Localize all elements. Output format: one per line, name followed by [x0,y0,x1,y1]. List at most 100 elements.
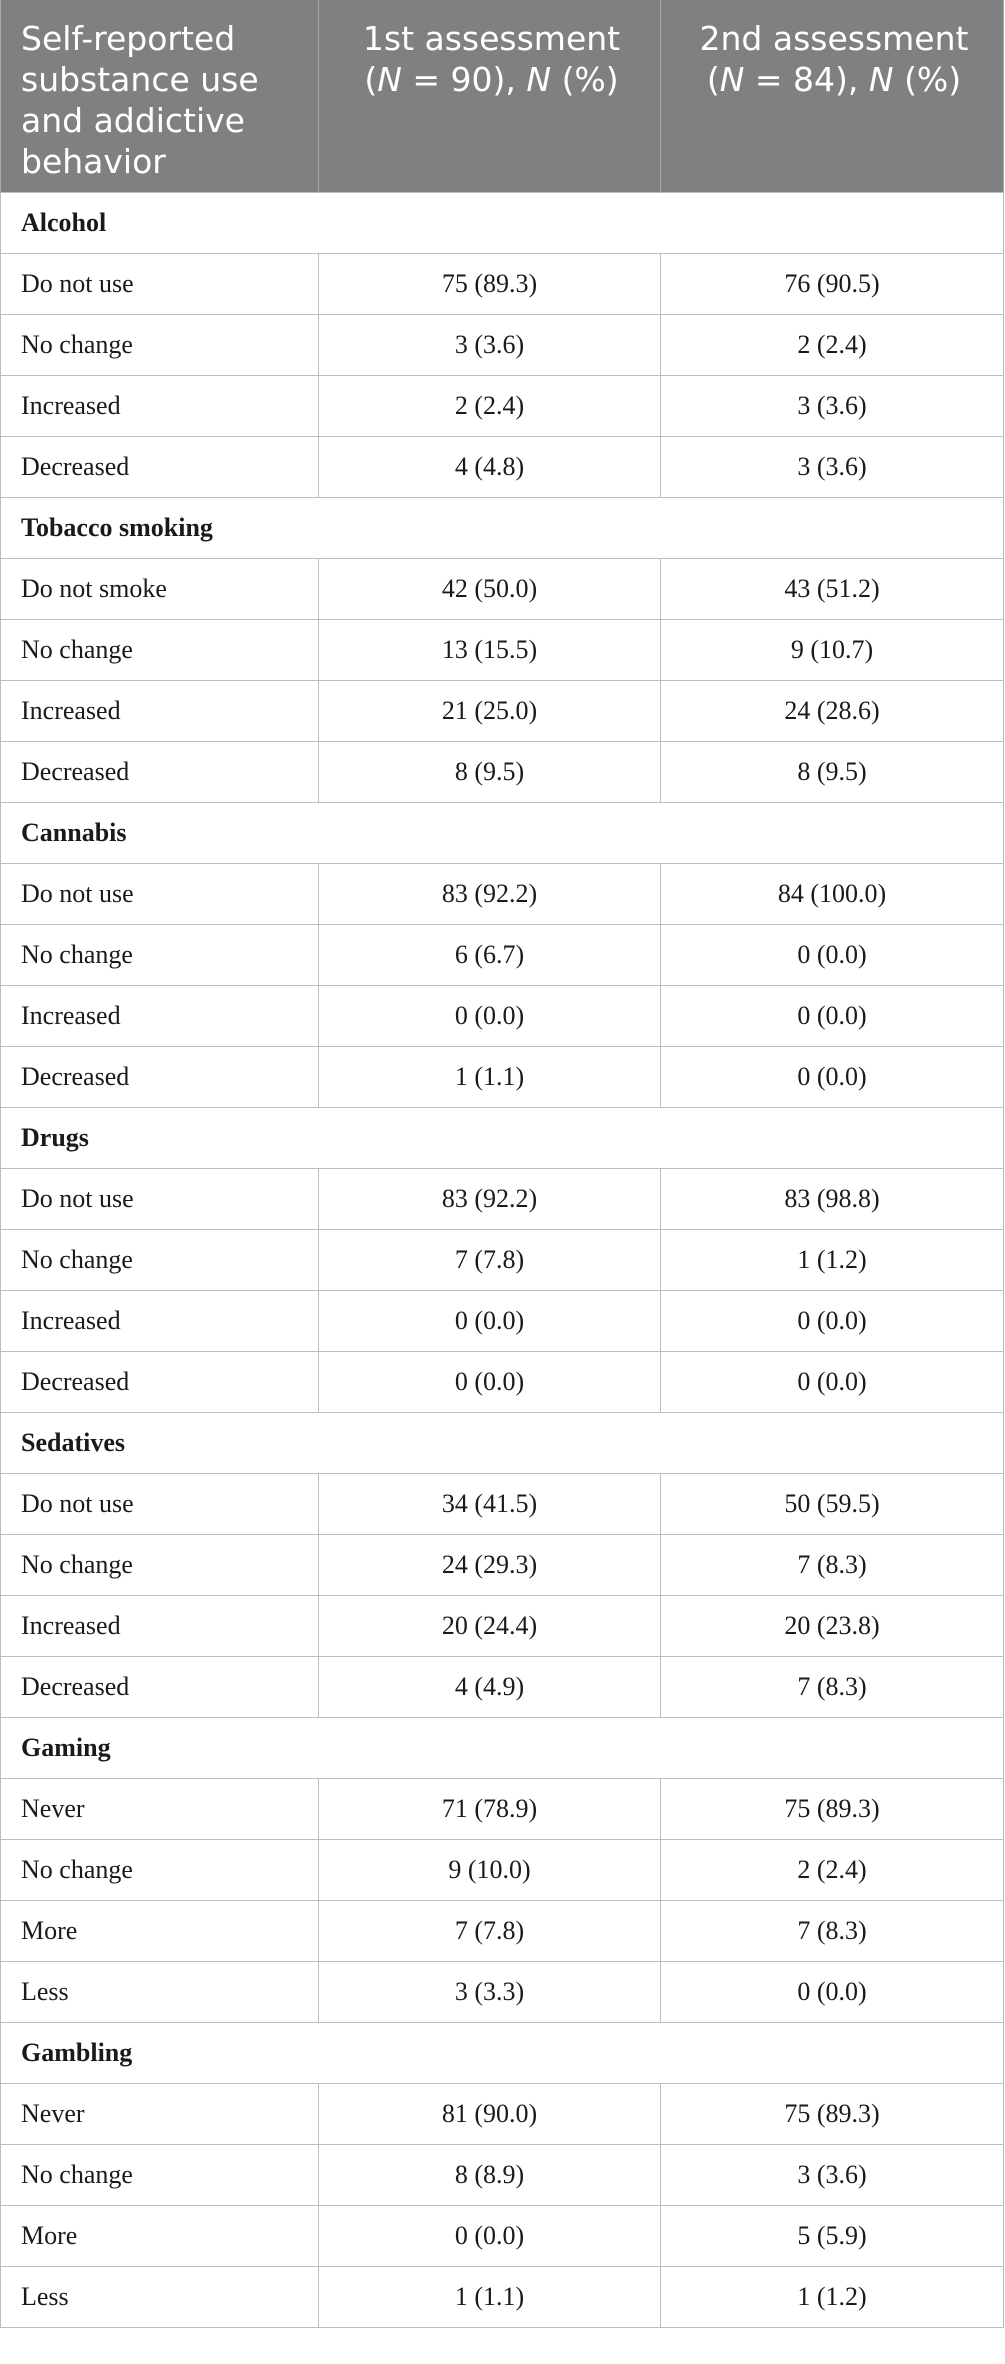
row-label: More [0,2205,319,2267]
second-assessment-value: 76 (90.5) [660,253,1004,315]
table-row: Do not use 83 (92.2) 84 (100.0) [0,863,1004,925]
row-label: Decreased [0,1656,319,1718]
second-assessment-value: 0 (0.0) [660,924,1004,986]
first-assessment-value: 81 (90.0) [318,2083,661,2145]
table-row: Decreased 1 (1.1) 0 (0.0) [0,1046,1004,1108]
second-assessment-value: 0 (0.0) [660,985,1004,1047]
section-row: Cannabis [0,802,1004,864]
header-variable: Self-reported substance use and addictiv… [0,0,319,193]
second-assessment-value: 75 (89.3) [660,1778,1004,1840]
table-row: No change 3 (3.6) 2 (2.4) [0,314,1004,376]
first-assessment-value: 71 (78.9) [318,1778,661,1840]
table-row: Less 3 (3.3) 0 (0.0) [0,1961,1004,2023]
row-label: Do not use [0,1473,319,1535]
second-assessment-value: 83 (98.8) [660,1168,1004,1230]
row-label: Do not smoke [0,558,319,620]
table-row: Do not use 75 (89.3) 76 (90.5) [0,253,1004,315]
first-assessment-value: 0 (0.0) [318,1351,661,1413]
row-label: Increased [0,1290,319,1352]
header-variable-text: Self-reported substance use and addictiv… [21,19,259,181]
first-assessment-value: 83 (92.2) [318,1168,661,1230]
second-assessment-value: 24 (28.6) [660,680,1004,742]
section-title: Gaming [0,1717,1004,1779]
first-assessment-value: 6 (6.7) [318,924,661,986]
table-header: Self-reported substance use and addictiv… [0,0,1004,193]
table-row: More 7 (7.8) 7 (8.3) [0,1900,1004,1962]
table-row: No change 13 (15.5) 9 (10.7) [0,619,1004,681]
second-assessment-value: 0 (0.0) [660,1046,1004,1108]
header-row: Self-reported substance use and addictiv… [0,0,1004,193]
row-label: No change [0,924,319,986]
table-row: Increased 0 (0.0) 0 (0.0) [0,1290,1004,1352]
first-assessment-value: 24 (29.3) [318,1534,661,1596]
first-assessment-value: 13 (15.5) [318,619,661,681]
table-row: Never 71 (78.9) 75 (89.3) [0,1778,1004,1840]
first-assessment-value: 0 (0.0) [318,2205,661,2267]
second-assessment-value: 2 (2.4) [660,314,1004,376]
first-assessment-value: 8 (9.5) [318,741,661,803]
row-label: Increased [0,985,319,1047]
section-row: Sedatives [0,1412,1004,1474]
table-row: Do not use 83 (92.2) 83 (98.8) [0,1168,1004,1230]
section-row: Tobacco smoking [0,497,1004,559]
row-label: Increased [0,375,319,437]
row-label: Do not use [0,253,319,315]
table-row: No change 8 (8.9) 3 (3.6) [0,2144,1004,2206]
table-row: No change 9 (10.0) 2 (2.4) [0,1839,1004,1901]
row-label: No change [0,2144,319,2206]
second-assessment-value: 3 (3.6) [660,436,1004,498]
second-assessment-value: 50 (59.5) [660,1473,1004,1535]
row-label: Never [0,1778,319,1840]
row-label: No change [0,619,319,681]
first-assessment-value: 0 (0.0) [318,985,661,1047]
second-assessment-value: 3 (3.6) [660,2144,1004,2206]
row-label: Less [0,2266,319,2328]
header-first-assessment: 1st assessment (N = 90), N (%) [318,0,661,193]
table-row: More 0 (0.0) 5 (5.9) [0,2205,1004,2267]
second-assessment-value: 2 (2.4) [660,1839,1004,1901]
row-label: Decreased [0,1046,319,1108]
table-row: Decreased 4 (4.9) 7 (8.3) [0,1656,1004,1718]
row-label: No change [0,1839,319,1901]
row-label: Increased [0,680,319,742]
row-label: Do not use [0,1168,319,1230]
first-assessment-value: 34 (41.5) [318,1473,661,1535]
second-assessment-value: 7 (8.3) [660,1900,1004,1962]
first-assessment-value: 7 (7.8) [318,1229,661,1291]
table-row: No change 24 (29.3) 7 (8.3) [0,1534,1004,1596]
table-row: Decreased 0 (0.0) 0 (0.0) [0,1351,1004,1413]
first-assessment-value: 75 (89.3) [318,253,661,315]
table-row: Decreased 8 (9.5) 8 (9.5) [0,741,1004,803]
table-row: Increased 2 (2.4) 3 (3.6) [0,375,1004,437]
first-assessment-value: 21 (25.0) [318,680,661,742]
second-assessment-value: 9 (10.7) [660,619,1004,681]
section-title: Sedatives [0,1412,1004,1474]
row-label: Never [0,2083,319,2145]
table-row: Less 1 (1.1) 1 (1.2) [0,2266,1004,2328]
section-row: Gambling [0,2022,1004,2084]
table-row: No change 6 (6.7) 0 (0.0) [0,924,1004,986]
section-row: Drugs [0,1107,1004,1169]
second-assessment-value: 1 (1.2) [660,2266,1004,2328]
row-label: Decreased [0,741,319,803]
row-label: No change [0,1229,319,1291]
section-title: Tobacco smoking [0,497,1004,559]
second-assessment-value: 7 (8.3) [660,1534,1004,1596]
row-label: Increased [0,1595,319,1657]
first-assessment-value: 42 (50.0) [318,558,661,620]
second-assessment-value: 43 (51.2) [660,558,1004,620]
second-assessment-value: 0 (0.0) [660,1961,1004,2023]
section-title: Cannabis [0,802,1004,864]
first-assessment-value: 0 (0.0) [318,1290,661,1352]
section-title: Gambling [0,2022,1004,2084]
row-label: Do not use [0,863,319,925]
first-assessment-value: 8 (8.9) [318,2144,661,2206]
section-title: Drugs [0,1107,1004,1169]
row-label: Decreased [0,1351,319,1413]
table-row: Increased 0 (0.0) 0 (0.0) [0,985,1004,1047]
first-assessment-value: 83 (92.2) [318,863,661,925]
table-row: Increased 21 (25.0) 24 (28.6) [0,680,1004,742]
row-label: More [0,1900,319,1962]
first-assessment-value: 7 (7.8) [318,1900,661,1962]
